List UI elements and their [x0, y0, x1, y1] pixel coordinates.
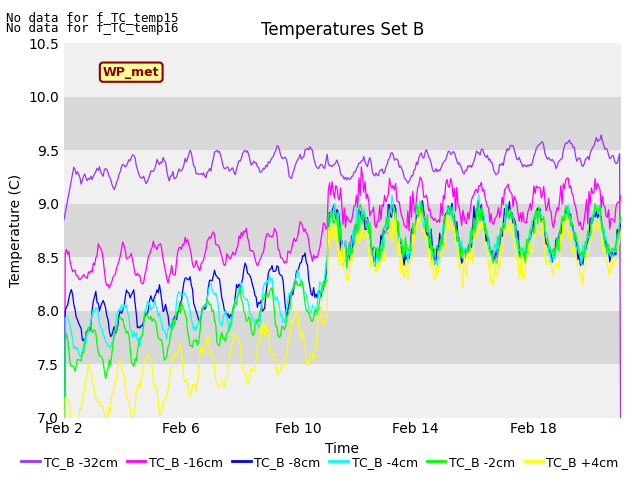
Bar [64, 364, 621, 418]
Text: No data for f_TC_temp15: No data for f_TC_temp15 [6, 12, 179, 25]
X-axis label: Time: Time [325, 442, 360, 456]
Bar [64, 43, 621, 96]
Bar [64, 150, 621, 204]
Y-axis label: Temperature (C): Temperature (C) [9, 174, 23, 287]
Bar [64, 96, 621, 150]
Bar [64, 257, 621, 311]
Title: Temperatures Set B: Temperatures Set B [260, 21, 424, 39]
Legend: TC_B -32cm, TC_B -16cm, TC_B -8cm, TC_B -4cm, TC_B -2cm, TC_B +4cm: TC_B -32cm, TC_B -16cm, TC_B -8cm, TC_B … [16, 451, 624, 474]
Text: No data for f_TC_temp16: No data for f_TC_temp16 [6, 22, 179, 35]
Text: WP_met: WP_met [103, 66, 159, 79]
Bar [64, 204, 621, 257]
Bar [64, 311, 621, 364]
